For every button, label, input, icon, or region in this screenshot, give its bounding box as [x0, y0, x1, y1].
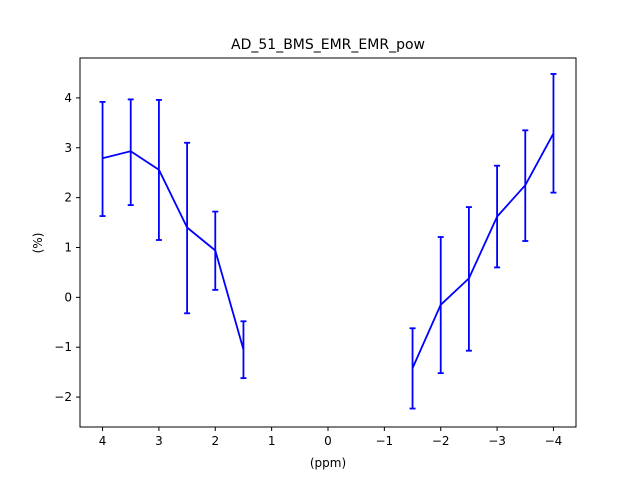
x-axis: 4 3 2 1 0 −1 −2 −3 −4: [99, 427, 563, 448]
y-tick-label: 4: [64, 91, 72, 105]
y-tick-label: −1: [54, 340, 72, 354]
y-axis-label: (%): [31, 233, 45, 254]
series-line: [411, 132, 555, 369]
plot-layer: [99, 73, 557, 410]
y-tick-label: 0: [64, 290, 72, 304]
chart-title: AD_51_BMS_EMR_EMR_pow: [231, 37, 425, 53]
x-tick-label: −4: [545, 434, 563, 448]
x-tick-label: 2: [211, 434, 219, 448]
x-tick-label: 1: [268, 434, 276, 448]
y-tick-label: −2: [54, 390, 72, 404]
series-1: [99, 98, 247, 380]
y-tick-label: 1: [64, 240, 72, 254]
x-tick-label: −1: [376, 434, 394, 448]
x-tick-label: 0: [324, 434, 332, 448]
y-axis: −2 −1 0 1 2 3 4: [54, 91, 80, 404]
series-2: [409, 73, 557, 410]
x-tick-label: 4: [99, 434, 107, 448]
x-tick-label: 3: [155, 434, 163, 448]
y-tick-label: 2: [64, 191, 72, 205]
series-line: [102, 150, 245, 350]
x-tick-label: −2: [432, 434, 450, 448]
x-axis-label: (ppm): [310, 456, 346, 470]
x-tick-label: −3: [488, 434, 506, 448]
y-tick-label: 3: [64, 141, 72, 155]
